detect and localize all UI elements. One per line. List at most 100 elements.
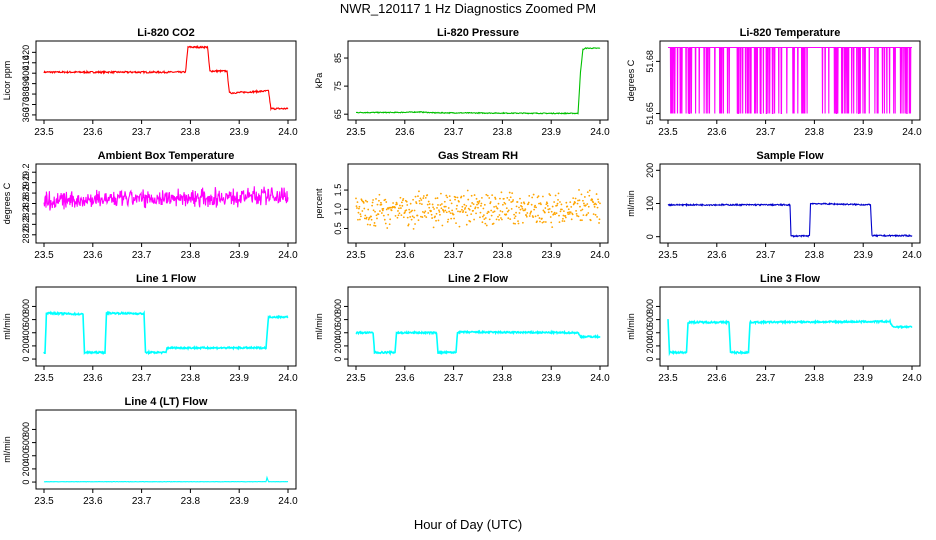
data-point [588, 189, 591, 192]
data-point [420, 199, 423, 201]
x-tick-label: 23.8 [805, 250, 825, 261]
x-tick-label: 23.9 [229, 496, 249, 507]
x-tick-label: 23.8 [805, 373, 825, 384]
data-point [450, 202, 453, 205]
data-point [478, 200, 481, 202]
data-point [518, 212, 521, 214]
data-point [412, 198, 414, 201]
data-point [550, 221, 553, 224]
data-point [372, 209, 375, 212]
data-point [362, 201, 365, 204]
data-point [531, 196, 534, 199]
data-point [558, 221, 561, 224]
plot-frame [347, 286, 609, 367]
data-point [468, 208, 471, 211]
data-point [556, 202, 559, 205]
data-point [592, 201, 595, 204]
data-point [448, 195, 451, 198]
data-point [553, 201, 556, 203]
data-point [544, 207, 547, 209]
x-tick-label: 23.9 [229, 127, 249, 138]
data-point [582, 199, 584, 202]
data-point [433, 208, 435, 210]
data-point [598, 222, 600, 224]
data-point [500, 217, 502, 219]
data-point [587, 205, 590, 208]
data-point [408, 211, 411, 214]
data-point [475, 197, 478, 200]
data-point [595, 193, 598, 195]
data-point [552, 213, 555, 215]
x-tick-label: 23.5 [34, 250, 54, 261]
data-point [383, 218, 386, 221]
panel-9: Line 3 Flow 23.5 23.6 23.7 23.8 23.9 24.0 0 2004… [626, 273, 922, 384]
data-point [400, 214, 403, 217]
data-point [578, 189, 580, 191]
data-point [598, 218, 601, 221]
data-point [431, 203, 434, 206]
data-point [453, 217, 455, 220]
data-point [356, 207, 358, 209]
y-axis-label: ml/min [2, 436, 12, 463]
data-point [390, 209, 393, 212]
data-point [508, 199, 511, 201]
x-tick-label: 24.0 [590, 250, 610, 261]
x-tick-label: 24.0 [902, 373, 922, 384]
data-point [417, 219, 420, 222]
data-point [538, 217, 541, 219]
data-point [356, 201, 359, 204]
panel-2: Li-820 Pressure 23.5 23.6 23.7 23.8 23.9 24.0 6… [314, 27, 610, 138]
y-tick-label: 0 [21, 357, 31, 362]
x-tick-label: 23.6 [395, 250, 415, 261]
data-point [515, 211, 517, 214]
x-tick-label: 23.6 [83, 496, 103, 507]
y-tick-label: 0 [21, 480, 31, 485]
data-point [456, 204, 458, 207]
x-tick-label: 23.5 [34, 373, 54, 384]
data-point [449, 199, 452, 202]
data-point [461, 205, 464, 208]
data-point [494, 198, 497, 200]
data-point [466, 214, 469, 217]
data-point [456, 196, 459, 199]
panel-title: Line 4 (LT) Flow [125, 396, 208, 408]
x-tick-label: 23.8 [493, 127, 513, 138]
data-point [423, 214, 426, 217]
x-tick-label: 23.8 [181, 373, 201, 384]
data-point [586, 191, 589, 194]
data-point [582, 202, 585, 205]
y-axis-label: degrees C [2, 182, 12, 224]
data-point [408, 208, 411, 211]
x-tick-label: 23.9 [853, 373, 873, 384]
data-point [542, 195, 544, 198]
data-point [517, 222, 520, 225]
data-point [580, 193, 583, 196]
data-point [485, 193, 488, 196]
data-point [482, 214, 485, 216]
data-point [567, 208, 570, 211]
data-point [367, 208, 370, 211]
data-point [427, 200, 430, 203]
x-tick-label: 24.0 [278, 496, 298, 507]
data-point [515, 205, 518, 208]
x-tick-label: 23.8 [181, 496, 201, 507]
data-point [472, 203, 475, 206]
data-point [445, 194, 448, 197]
plot-frame [35, 286, 297, 367]
data-point [595, 203, 597, 206]
data-point [422, 195, 425, 197]
data-point [448, 210, 451, 213]
data-point [577, 199, 579, 202]
y-tick-label: 600 [21, 435, 31, 450]
y-tick-label: 1.5 [333, 184, 343, 197]
x-tick-label: 23.9 [853, 127, 873, 138]
y-tick-label: 0 [333, 357, 343, 362]
y-axis-label: Licor ppm [2, 61, 12, 101]
data-point [460, 208, 463, 211]
data-point [495, 205, 497, 208]
data-point [413, 209, 416, 212]
y-axis-label: ml/min [314, 313, 324, 340]
data-point [399, 207, 402, 209]
data-point [399, 196, 402, 199]
plot-frame [347, 163, 609, 244]
